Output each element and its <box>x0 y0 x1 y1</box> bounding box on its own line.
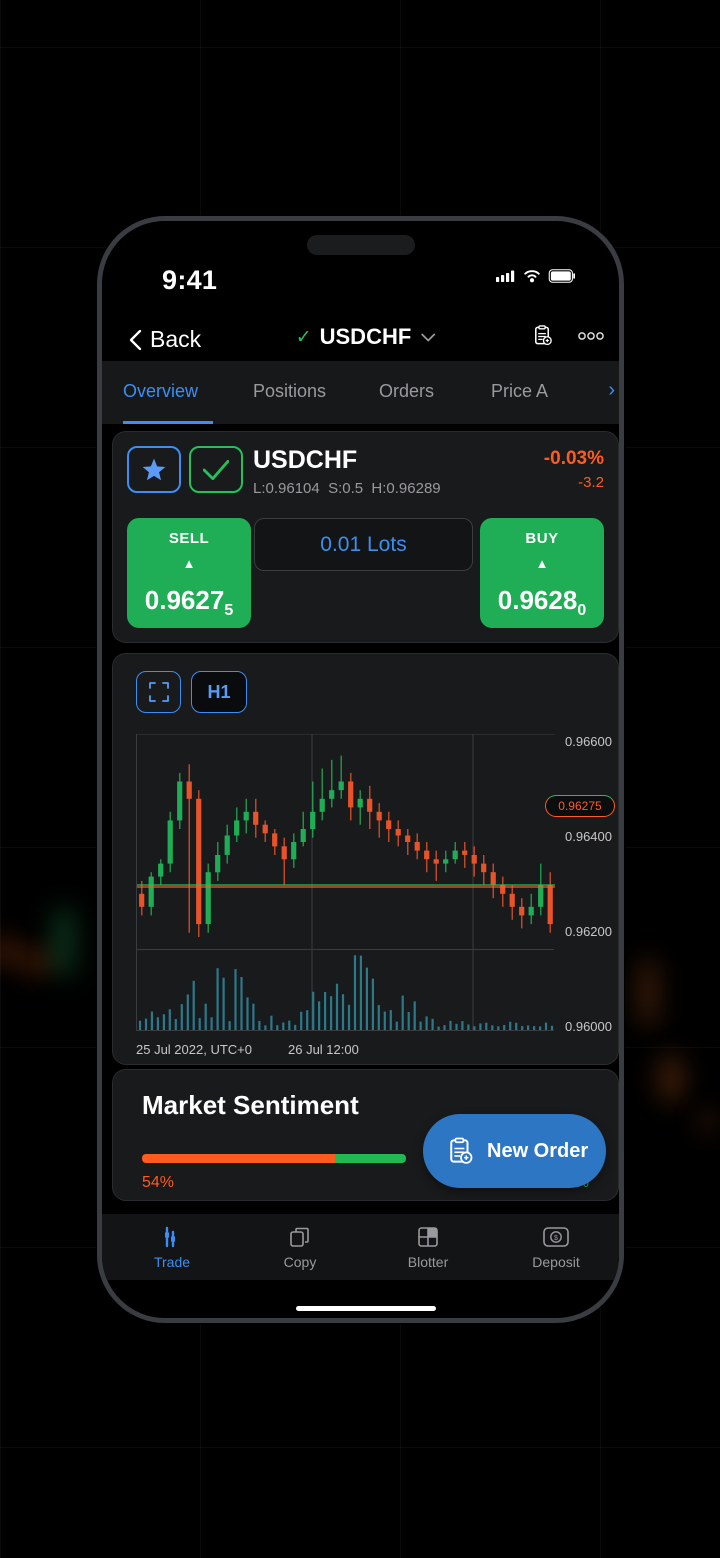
svg-text:$: $ <box>554 1235 558 1242</box>
